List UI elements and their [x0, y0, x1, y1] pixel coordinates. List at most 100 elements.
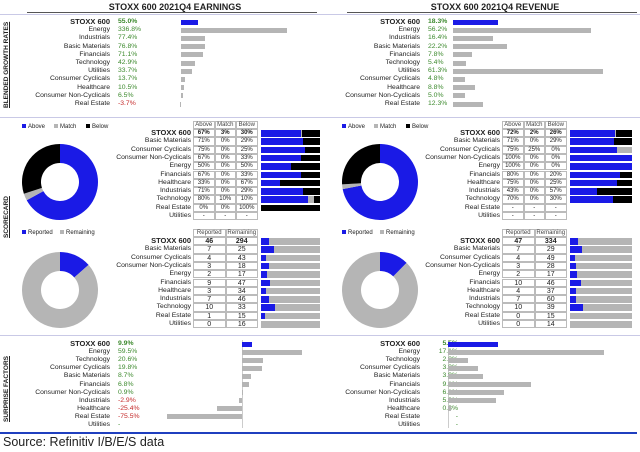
growth-value: -3.7% — [118, 100, 136, 107]
surprise-label: Consumer Cyclicals — [359, 364, 420, 372]
reported-header: Remaining — [534, 229, 567, 237]
scorecard-cell: 100% — [502, 153, 524, 163]
scorecard-bar-segment — [261, 138, 303, 145]
legend-label: Above — [348, 124, 366, 130]
panel-title: STOXX 600 2021Q4 EARNINGS — [108, 2, 242, 12]
reported-bar-remaining — [570, 304, 632, 311]
reported-bar-remaining — [261, 279, 320, 286]
scorecard-row-label: Consumer Cyclicals — [130, 145, 191, 153]
scorecard-cell: - — [236, 212, 258, 221]
scorecard-bar-segment — [570, 154, 632, 162]
growth-label: Technology — [75, 59, 110, 66]
reported-cell: 10 — [502, 303, 535, 312]
scorecard-header: Below — [236, 121, 258, 129]
growth-value: 76.8% — [118, 42, 138, 50]
growth-label: Financials — [389, 50, 420, 58]
scorecard-row-label: STOXX 600 — [460, 128, 500, 137]
reported-cell: 0 — [502, 311, 535, 320]
growth-value: 77.4% — [118, 34, 138, 42]
legend-swatch — [374, 124, 378, 129]
reported-cell: 7 — [193, 295, 226, 304]
reported-row-label: Healthcare — [467, 286, 500, 294]
surprise-label: Industrials — [79, 396, 110, 404]
scorecard-cell: 75% — [502, 145, 524, 154]
scorecard-bar-segment — [616, 179, 632, 187]
growth-value: 22.2% — [428, 42, 448, 50]
scorecard-cell: 0% — [523, 187, 545, 196]
growth-label: Basic Materials — [373, 42, 420, 50]
reported-cell: 25 — [225, 245, 258, 254]
scorecard-bar-segment — [570, 138, 615, 145]
scorecard-cell: 33% — [193, 178, 215, 188]
reported-cell: 16 — [225, 320, 258, 329]
reported-cell: 18 — [225, 261, 258, 271]
reported-cell: 34 — [225, 286, 258, 296]
title-underline — [347, 12, 637, 13]
surprise-bar — [242, 357, 263, 363]
scorecard-cell: 0% — [214, 178, 236, 188]
reported-bar-reported — [261, 246, 274, 253]
surprise-bar — [448, 398, 497, 404]
growth-bar — [453, 35, 494, 41]
growth-value: 4.8% — [428, 75, 444, 83]
scorecard-bar-segment — [308, 196, 315, 203]
scorecard-cell: - — [502, 212, 524, 221]
scorecard-row-label: Technology — [156, 195, 191, 203]
panel-title: STOXX 600 2021Q4 REVENUE — [430, 2, 560, 12]
scorecard-cell: 30% — [236, 129, 258, 138]
growth-value: 71.1% — [118, 50, 138, 58]
surprise-label: Energy — [398, 348, 420, 356]
reported-cell: 7 — [502, 245, 535, 254]
reported-cell: 1 — [193, 311, 226, 320]
scorecard-cell: 0% — [545, 145, 567, 154]
growth-bar — [453, 52, 473, 58]
scorecard-header: Match — [523, 121, 545, 129]
surprise-label: Basic Materials — [373, 372, 420, 380]
growth-value: 13.7% — [118, 75, 138, 83]
reported-bar-reported — [570, 271, 577, 278]
reported-bar-remaining — [570, 279, 632, 286]
reported-cell: 4 — [193, 253, 226, 262]
reported-row-label: Technology — [156, 303, 191, 311]
scorecard-cell: 0% — [545, 153, 567, 163]
scorecard-cell: 100% — [236, 203, 258, 212]
scorecard-cell: 3% — [214, 129, 236, 138]
scorecard-row-label: Utilities — [478, 212, 500, 219]
surprise-label: Consumer Non-Cyclicals — [345, 388, 420, 396]
donut-slice — [26, 144, 98, 220]
scorecard-bar-segment — [614, 130, 616, 137]
scorecard-row-label: Consumer Non-Cyclicals — [425, 153, 500, 161]
growth-value: 7.8% — [428, 50, 444, 58]
legend-label: Remaining — [386, 230, 415, 236]
surprise-bar — [448, 341, 499, 347]
legend-swatch — [342, 230, 346, 235]
reported-bar-remaining — [261, 312, 320, 320]
legend-swatch — [406, 124, 410, 129]
surprise-label: Basic Materials — [63, 372, 110, 380]
scorecard-cell: 0% — [214, 137, 236, 146]
scorecard-header: Above — [502, 121, 524, 129]
growth-label: Utilities — [88, 67, 110, 75]
reported-cell: 2 — [193, 270, 226, 279]
scorecard-cell: 29% — [236, 137, 258, 146]
reported-cell: 49 — [534, 253, 567, 262]
scorecard-cell: 25% — [545, 178, 567, 188]
scorecard-cell: 80% — [502, 170, 524, 179]
growth-bar — [181, 27, 288, 33]
scorecard-row-label: Basic Materials — [453, 137, 500, 145]
growth-value: 56.2% — [428, 26, 448, 34]
growth-label: Energy — [398, 26, 420, 34]
surprise-label: STOXX 600 — [380, 339, 420, 348]
surprise-bar — [242, 390, 243, 396]
growth-bar — [181, 52, 204, 58]
surprise-value: 19.8% — [118, 364, 138, 372]
reported-bar-remaining — [570, 262, 632, 270]
growth-label: Utilities — [398, 67, 420, 75]
donut-slice — [342, 252, 418, 328]
legend-item-above: Above — [342, 124, 365, 130]
reported-row-label: Energy — [478, 270, 500, 278]
surprise-bar — [448, 349, 604, 355]
section-divider — [0, 14, 640, 15]
scorecard-cell: 75% — [502, 178, 524, 188]
reported-bar-remaining — [570, 254, 632, 262]
